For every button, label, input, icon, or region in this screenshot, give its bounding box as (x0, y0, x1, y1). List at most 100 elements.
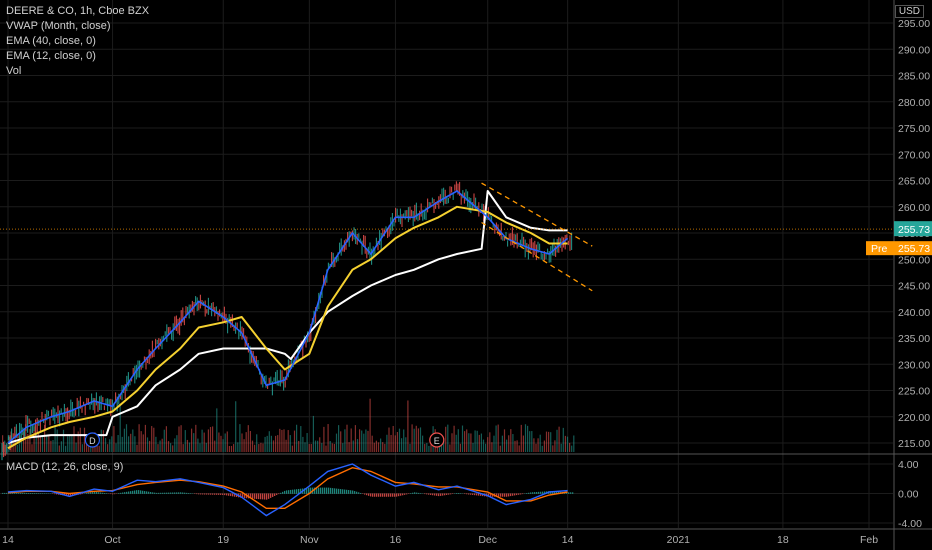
macd-histogram-bar (316, 487, 318, 494)
macd-histogram-bar (276, 493, 278, 496)
volume-bar (167, 441, 170, 452)
macd-histogram-bar (470, 493, 472, 495)
macd-histogram-bar (438, 493, 440, 497)
volume-bar (405, 437, 407, 452)
y-tick-label: 265.00 (898, 176, 930, 188)
volume-bar (287, 430, 289, 452)
volume-bar (468, 433, 470, 452)
earnings-marker-circle[interactable] (429, 432, 445, 448)
macd-histogram-bar (306, 488, 308, 494)
legend-ema40[interactable]: EMA (40, close, 0) (6, 35, 96, 47)
volume-bar (508, 435, 510, 452)
trend-channel[interactable] (481, 182, 593, 292)
macd-histogram-bar (364, 493, 366, 495)
macd-histogram-bar (388, 493, 390, 497)
volume-bar (495, 425, 497, 452)
volume-bar (214, 440, 216, 452)
volume-bar (107, 444, 109, 452)
macd-histogram-bar (330, 487, 332, 494)
macd-histogram-bar (80, 493, 82, 495)
macd-histogram-bar (474, 493, 476, 496)
macd-histogram-bar (160, 492, 162, 494)
x-tick-label: Dec (478, 534, 497, 546)
trend-line-upper[interactable] (481, 182, 593, 247)
macd-histogram-bar (568, 492, 570, 494)
volume-bar (344, 429, 346, 452)
volume-bar (266, 435, 268, 452)
volume-bar (470, 433, 472, 452)
volume-bar (510, 429, 512, 452)
volume-bar (199, 443, 201, 452)
volume-bar (485, 443, 487, 452)
legend-title[interactable]: DEERE & CO, 1h, Cboe BZX (6, 5, 150, 17)
volume-bar (365, 429, 367, 452)
macd-y-tick-label: 4.00 (898, 459, 919, 471)
volume-bar (445, 426, 447, 452)
currency-button[interactable]: USD (894, 5, 924, 18)
volume-bar (205, 442, 207, 452)
macd-histogram-bar (118, 493, 120, 494)
y-tick-label: 280.00 (898, 97, 930, 109)
macd-histogram-bar (274, 493, 276, 497)
y-tick-label: 215.00 (898, 438, 930, 450)
volume-bar (226, 431, 228, 452)
volume-bar (151, 426, 153, 452)
macd-histogram-bar (304, 488, 306, 494)
volume-bar (499, 445, 501, 452)
macd-histogram-bar (114, 493, 116, 495)
volume-bar (2, 435, 4, 452)
volume-bar (535, 443, 537, 452)
macd-histogram-bar (120, 492, 122, 494)
macd-histogram-bar (464, 493, 466, 495)
macd-histogram-bar (420, 493, 422, 494)
volume-bar (224, 433, 226, 452)
macd-histogram-bar (566, 492, 568, 494)
volume-bar (333, 443, 335, 452)
volume-bar (203, 432, 205, 452)
legend-vwap[interactable]: VWAP (Month, close) (6, 20, 111, 32)
macd-histogram-bar (380, 493, 382, 497)
volume-bar (558, 426, 560, 452)
legend-vol[interactable]: Vol (6, 65, 22, 77)
volume-bar (527, 425, 529, 452)
macd-histogram-bar (82, 493, 84, 495)
volume-bar (8, 436, 10, 452)
macd-histogram-bar (526, 493, 528, 494)
macd-histogram-bar (534, 492, 536, 494)
macd-histogram-bar (538, 491, 540, 494)
macd-histogram-bar (162, 492, 164, 494)
dividend-marker-label: D (89, 436, 96, 446)
macd-histogram-bar (372, 493, 374, 497)
macd-histogram-bar (336, 488, 338, 494)
macd-histogram-bar (406, 493, 408, 495)
macd-legend[interactable]: MACD (12, 26, close, 9) (6, 461, 124, 473)
macd-histogram-bar (540, 491, 542, 494)
macd-histogram-bar (448, 493, 450, 495)
volume-bar (123, 428, 125, 452)
y-tick-label: 225.00 (898, 386, 930, 398)
volume-bar (39, 436, 41, 452)
macd-histogram-bar (138, 490, 140, 494)
macd-histogram-bar (390, 493, 392, 497)
macd-histogram-bar (2, 492, 4, 494)
volume-bar (27, 433, 29, 452)
volume-bar (176, 435, 178, 452)
x-tick-label: Oct (104, 534, 120, 546)
y-tick-label: 245.00 (898, 281, 930, 293)
volume-bar (291, 445, 293, 452)
volume-bar (73, 426, 75, 452)
volume-bar (356, 439, 359, 452)
macd-histogram-bar (264, 493, 266, 500)
dividend-marker-circle[interactable] (84, 432, 101, 448)
macd-histogram-bar (180, 492, 182, 494)
macd-histogram-bar (234, 493, 236, 497)
macd-histogram-bar (10, 492, 12, 494)
trend-line-lower[interactable] (481, 221, 593, 292)
legend-ema12[interactable]: EMA (12, close, 0) (6, 50, 96, 62)
volume-bar (550, 432, 552, 452)
volume-bar (180, 425, 182, 452)
volume-bar (440, 445, 443, 452)
